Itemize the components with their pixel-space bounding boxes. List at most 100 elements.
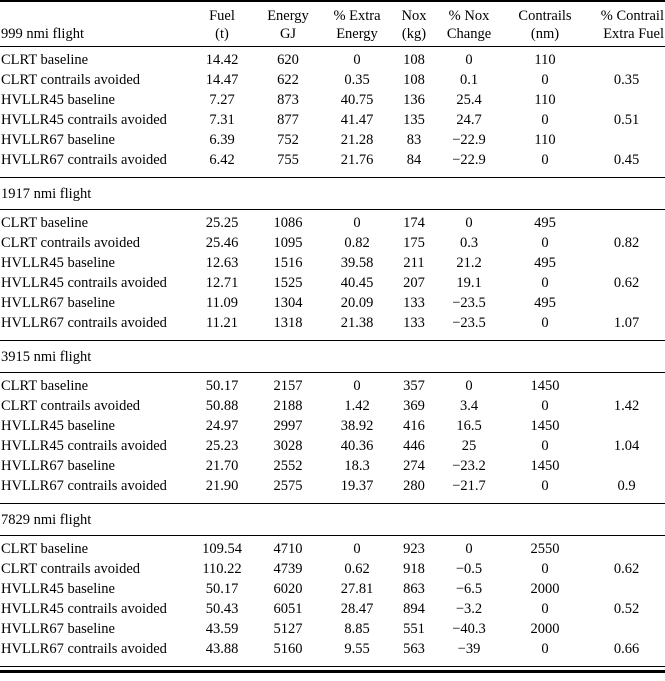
cell-value [588,456,665,476]
cell-value: 25 [461,438,477,454]
header-extra-energy: % Extra Energy [322,1,392,47]
cell-value: 274 [403,458,425,474]
cell-value: 135 [403,112,425,128]
cell-value: 50.17 [205,378,239,394]
cell-value: 5127 [273,621,303,637]
cell-value: 16.5 [456,418,482,434]
table-header: 999 nmi flight Fuel (t) Energy GJ % Extr… [0,1,665,47]
header-energy-line1: Energy [267,8,309,24]
table-row: HVLLR45 baseline 12.63 1516 39.58 211 21.2 495 [0,253,665,273]
cell-value [588,416,665,436]
cell-value: 2188 [273,398,303,414]
cell-value: 6.39 [209,132,235,148]
cell-value: 873 [277,92,299,108]
header-energy: Energy GJ [254,1,322,47]
cell-value [588,373,665,397]
cell-value: 0 [465,378,473,394]
cell-value: 752 [277,132,299,148]
table-row: HVLLR45 baseline 50.17 6020 27.81 863 −6.5 200… [0,579,665,599]
table-row: HVLLR45 contrails avoided 25.23 3028 40.36 4… [0,436,665,456]
section-title-body: 1917 nmi flight [0,178,665,210]
cell-value: 108 [403,72,425,88]
cell-value: 1318 [273,315,303,331]
cell-value: 0 [541,561,549,577]
cell-value: 21.2 [456,255,482,271]
header-nox-change-line2: Change [446,26,492,42]
table-row: HVLLR67 contrails avoided 21.90 2575 19.37 2… [0,476,665,504]
row-label: CLRT contrails avoided [1,72,141,88]
cell-value: 133 [403,295,425,311]
cell-value: 0 [353,378,361,394]
cell-value: 446 [403,438,425,454]
cell-value: 4739 [273,561,303,577]
cell-value [588,47,665,71]
cell-value: −23.2 [452,458,486,474]
section-title: 3915 nmi flight [1,349,92,365]
cell-value: 19.1 [456,275,482,291]
cell-value: 21.28 [340,132,374,148]
header-fuel-line1: Fuel [209,8,235,24]
cell-value: 2000 [530,581,560,597]
cell-value: 21.70 [205,458,239,474]
row-label: HVLLR67 contrails avoided [1,315,167,331]
cell-value: 20.09 [340,295,374,311]
cell-value: 3.4 [459,398,479,414]
cell-value: 50.17 [205,581,239,597]
cell-value: 0.82 [613,235,640,251]
cell-value: −21.7 [452,478,486,494]
cell-value: 133 [403,315,425,331]
cell-value: 2997 [273,418,303,434]
cell-value: 12.63 [205,255,239,271]
cell-value: 0 [541,398,549,414]
section-title-row: 3915 nmi flight [0,341,665,373]
table-row: CLRT baseline 14.42 620 0 108 0 110 [0,47,665,71]
section-title-body: 7829 nmi flight [0,504,665,536]
row-label: HVLLR67 baseline [1,458,115,474]
table-row: HVLLR45 contrails avoided 12.71 1525 40.45 2… [0,273,665,293]
cell-value: 1.04 [613,438,640,454]
cell-value: 863 [403,581,425,597]
row-label: HVLLR45 contrails avoided [1,438,167,454]
cell-value: 38.92 [340,418,374,434]
cell-value: 5160 [273,641,303,657]
header-fuel-line2: (t) [215,26,229,42]
table-row: HVLLR45 contrails avoided 50.43 6051 28.47 8… [0,599,665,619]
cell-value [588,536,665,560]
cell-value: 175 [403,235,425,251]
cell-value: 50.43 [205,601,239,617]
row-label: HVLLR45 contrails avoided [1,275,167,291]
cell-value: 108 [403,52,425,68]
cell-value: 1516 [273,255,303,271]
table-row: CLRT baseline 109.54 4710 0 923 0 2550 [0,536,665,560]
header-contrails-line2: (nm) [530,26,560,42]
cell-value: 622 [277,72,299,88]
cell-value: 14.42 [205,52,239,68]
header-contrails: Contrails (nm) [502,1,588,47]
section-title-row: 7829 nmi flight [0,504,665,536]
header-extra-energy-line1: % Extra [333,8,381,24]
cell-value: 877 [277,112,299,128]
header-extra-energy-line2: Energy [336,26,378,42]
cell-value: 207 [403,275,425,291]
cell-value: 0.9 [617,478,636,494]
cell-value: 3028 [273,438,303,454]
table-row: HVLLR67 baseline 43.59 5127 8.85 551 −40.3 200… [0,619,665,639]
row-label: HVLLR45 contrails avoided [1,112,167,128]
cell-value: 41.47 [340,112,374,128]
cell-value: 24.97 [205,418,239,434]
table-row: HVLLR45 baseline 24.97 2997 38.92 416 16.5 145… [0,416,665,436]
cell-value: 0.1 [459,72,479,88]
cell-value [588,210,665,234]
cell-value: 1304 [273,295,303,311]
cell-value: 19.37 [340,478,374,494]
table-row: HVLLR45 baseline 7.27 873 40.75 136 25.4 110 [0,90,665,110]
row-label: CLRT contrails avoided [1,235,141,251]
cell-value: 18.3 [344,458,370,474]
cell-value: 136 [403,92,425,108]
header-section-title: 999 nmi flight [1,26,84,42]
cell-value: 923 [403,541,425,557]
cell-value: 0 [541,235,549,251]
cell-value: 0 [541,438,549,454]
header-contrail-extra-fuel-line2: Extra Fuel [603,26,664,42]
